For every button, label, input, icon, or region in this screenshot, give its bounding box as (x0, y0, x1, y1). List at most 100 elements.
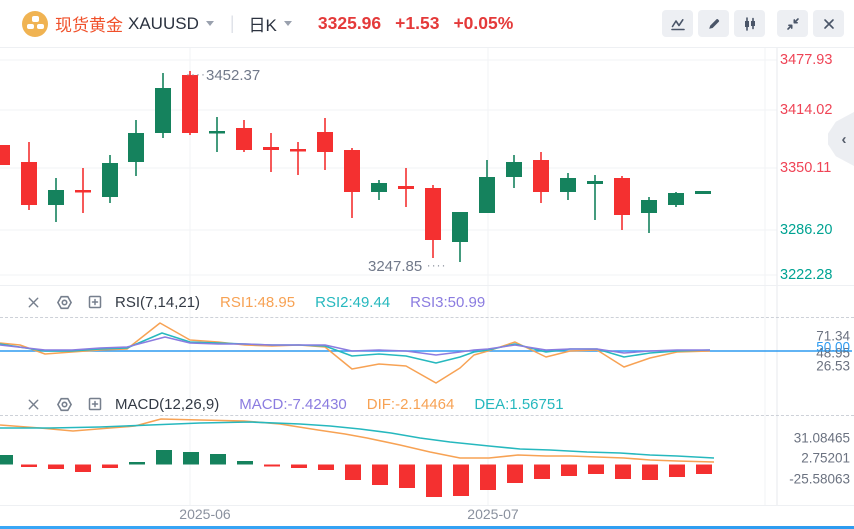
candle-body (371, 183, 387, 192)
rsi-axis-label: 48.95 (816, 345, 850, 361)
candle-body (290, 149, 306, 152)
gear-icon (56, 397, 72, 411)
rsi-axis-label: 50.00 (816, 339, 850, 355)
macd-bar (669, 464, 685, 477)
rsi2-value: RSI2:49.44 (315, 293, 391, 311)
gold-coin-icon (22, 10, 48, 37)
macd-bar (264, 464, 280, 467)
leader-dots: ···· (186, 67, 206, 81)
macd-bar (615, 464, 631, 479)
rsi1-value: RSI1:48.95 (220, 293, 296, 311)
macd-bar (0, 455, 13, 465)
macd-axis-label: -25.58063 (789, 471, 850, 487)
expand-plus-icon (88, 397, 102, 411)
date-label: 2025-07 (467, 506, 519, 522)
rsi-axis-label: 71.34 (816, 328, 850, 344)
macd-bar (588, 464, 604, 474)
candle-body (614, 178, 630, 215)
indicator-button[interactable] (662, 10, 693, 37)
rsi-close-button[interactable] (24, 293, 42, 311)
candle-body (155, 88, 171, 133)
macd-axis-label: 31.08465 (793, 430, 850, 446)
dea-value: DEA:1.56751 (474, 395, 564, 413)
macd-bar (237, 461, 253, 465)
candle-body (236, 128, 252, 150)
candle-body (182, 75, 198, 133)
symbol-selector[interactable]: XAUUSD (128, 14, 214, 34)
macd-bar (318, 464, 334, 470)
symbol-label: XAUUSD (128, 13, 199, 33)
chart-type-button[interactable] (734, 10, 765, 37)
rsi-line-rsi3 (0, 336, 710, 356)
draw-button[interactable] (698, 10, 729, 37)
indicator-icon (670, 18, 685, 30)
rsi-axis-label: 26.53 (816, 358, 850, 374)
candle-body (695, 191, 711, 194)
bottom-accent-bar (0, 526, 854, 529)
price-axis-label: 3222.28 (780, 267, 833, 283)
macd-bar (453, 464, 469, 496)
macd-bar (291, 464, 307, 468)
candle-body (398, 186, 414, 189)
rsi-line-rsi1 (0, 322, 711, 384)
candle-body (128, 133, 144, 162)
macd-value: MACD:-7.42430 (239, 395, 347, 413)
candle-body (0, 145, 10, 165)
macd-expand-button[interactable] (86, 395, 104, 413)
low-price-annotation: 3247.85 ···· (368, 258, 447, 275)
rsi-settings-button[interactable] (55, 293, 73, 311)
macd-bar (696, 464, 712, 474)
rsi-title: RSI(7,14,21) (115, 293, 201, 311)
candle-body (668, 193, 684, 205)
candle-body (21, 162, 37, 205)
close-button[interactable] (813, 10, 844, 37)
macd-close-button[interactable] (24, 395, 42, 413)
last-price: 3325.96 (317, 13, 382, 33)
pencil-icon (708, 18, 719, 29)
macd-bar (156, 450, 172, 465)
high-price-annotation: ····3452.37 (186, 67, 261, 84)
minimize-button[interactable] (777, 10, 808, 37)
macd-bar (507, 464, 523, 483)
close-icon (28, 399, 38, 409)
close-icon (823, 18, 834, 29)
price-change: +1.53 (395, 13, 440, 33)
candle-body (102, 163, 118, 197)
macd-bar (21, 464, 37, 467)
macd-bar (345, 464, 361, 480)
pane-resize-handle[interactable] (0, 415, 854, 416)
pane-resize-handle[interactable] (0, 317, 854, 318)
rsi-expand-button[interactable] (86, 293, 104, 311)
chevron-left-icon: ‹ (841, 130, 847, 148)
date-label: 2025-06 (179, 506, 231, 522)
toolbar (662, 10, 844, 37)
price-change-percent: +0.05% (453, 13, 514, 33)
chevron-down-icon (283, 21, 292, 26)
candle-body (506, 162, 522, 177)
macd-bar (642, 464, 658, 480)
price-axis-label: 3414.02 (780, 102, 833, 118)
expand-plus-icon (88, 295, 102, 309)
macd-bar (210, 454, 226, 465)
timeframe-selector[interactable]: 日K (249, 11, 292, 36)
candle-body (425, 188, 441, 240)
collapse-window-icon (786, 17, 799, 30)
close-icon (28, 297, 38, 307)
candle-body (48, 190, 64, 205)
gear-icon (56, 295, 72, 309)
macd-line-dif (0, 418, 715, 463)
macd-bar (534, 464, 550, 479)
candle-body (344, 150, 360, 192)
candle-body (560, 178, 576, 192)
dif-value: DIF:-2.14464 (366, 395, 455, 413)
timeframe-label: 日K (248, 16, 277, 35)
header-divider: | (229, 13, 235, 33)
leader-dots: ···· (422, 258, 447, 272)
macd-settings-button[interactable] (55, 395, 73, 413)
macd-bar (75, 464, 91, 472)
candle-body (209, 131, 225, 134)
